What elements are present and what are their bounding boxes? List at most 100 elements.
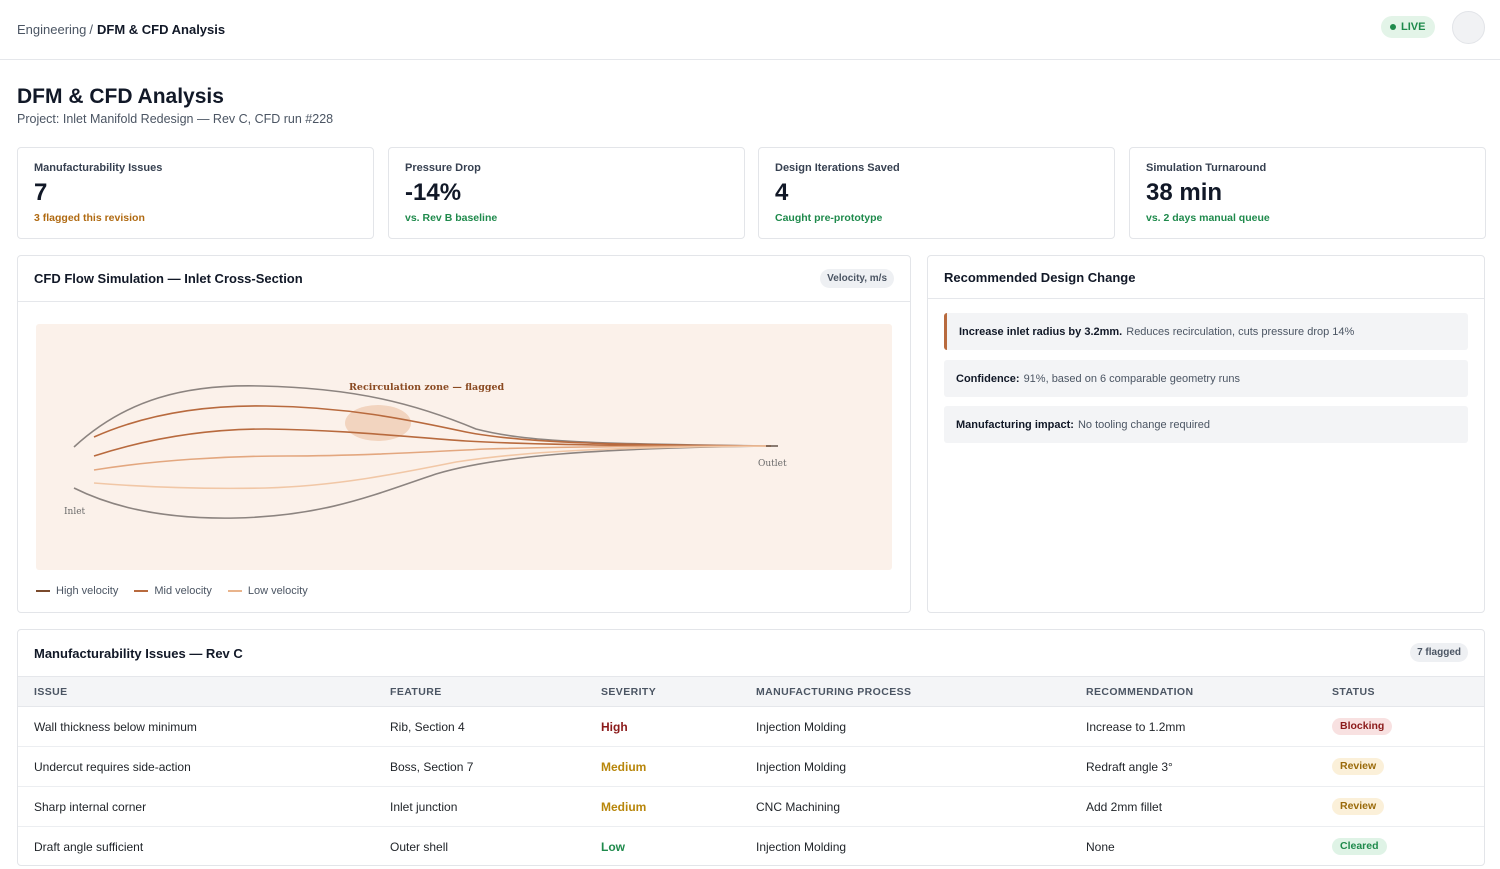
cell-severity: Medium xyxy=(585,786,740,827)
kpi-label: Manufacturability Issues xyxy=(34,162,163,174)
legend-swatch xyxy=(134,590,149,592)
live-dot-icon xyxy=(1390,24,1396,30)
cell-recommendation: None xyxy=(1086,839,1115,854)
column-header-feature: FEATURE xyxy=(374,676,585,707)
kpi-value: -14% xyxy=(405,179,462,206)
cfd-panel-header: CFD Flow Simulation — Inlet Cross-Sectio… xyxy=(18,256,910,302)
cell-recommendation: Redraft angle 3° xyxy=(1070,746,1316,787)
streamline-low-1 xyxy=(93,445,772,490)
recommendation-confidence: Confidence: 91%, based on 6 comparable ge… xyxy=(944,360,1468,397)
legend-label: High velocity xyxy=(56,585,119,597)
cell-feature: Boss, Section 7 xyxy=(374,746,585,787)
page-subtitle: Project: Inlet Manifold Redesign — Rev C… xyxy=(17,112,334,126)
breadcrumb-parent-link[interactable]: Engineering xyxy=(17,22,87,37)
issues-panel: Manufacturability Issues — Rev C 7 flagg… xyxy=(17,629,1485,866)
cell-process: CNC Machining xyxy=(740,786,1070,827)
cell-issue: Draft angle sufficient xyxy=(34,839,144,854)
recommendation-primary: Increase inlet radius by 3.2mm. Reduces r… xyxy=(944,313,1468,350)
cell-process: Injection Molding xyxy=(740,746,1070,787)
status-badge: Blocking xyxy=(1332,718,1393,735)
cell-status: Blocking xyxy=(1316,706,1484,747)
table-row[interactable]: Draft angle sufficient Outer shell Low I… xyxy=(18,827,1484,866)
legend-label: Low velocity xyxy=(247,585,308,597)
cell-issue: Sharp internal corner xyxy=(18,786,374,827)
kpi-card-simulation-turnaround: Simulation Turnaround 38 min vs. 2 days … xyxy=(1129,147,1486,239)
kpi-value: 7 xyxy=(34,179,48,206)
kpi-note: vs. 2 days manual queue xyxy=(1146,212,1270,224)
status-badge: Cleared xyxy=(1332,838,1387,856)
legend-item-mid: Mid velocity xyxy=(134,585,212,597)
issues-header: Manufacturability Issues — Rev C 7 flagg… xyxy=(18,630,1484,676)
column-header-process: MANUFACTURING PROCESS xyxy=(740,676,1070,707)
cell-status: Review xyxy=(1316,786,1484,827)
streamline-outer-top xyxy=(73,385,772,448)
streamline-mid-1 xyxy=(93,428,772,457)
legend-swatch xyxy=(227,590,242,592)
cell-feature: Rib, Section 4 xyxy=(374,706,585,747)
cell-issue: Wall thickness below minimum xyxy=(18,706,374,747)
recommendation-primary-text: Reduces recirculation, cuts pressure dro… xyxy=(1126,325,1355,338)
kpi-note: 3 flagged this revision xyxy=(34,212,145,224)
cfd-panel: CFD Flow Simulation — Inlet Cross-Sectio… xyxy=(17,255,911,613)
cfd-streamlines-svg: Recirculation zone — flagged Inlet Outle… xyxy=(64,382,787,519)
legend-item-high: High velocity xyxy=(36,585,118,597)
column-header-recommendation: RECOMMENDATION xyxy=(1070,676,1316,707)
table-row[interactable]: Undercut requires side-action Boss, Sect… xyxy=(18,746,1484,787)
recommendation-header: Recommended Design Change xyxy=(928,256,1484,299)
cell-recommendation: Add 2mm fillet xyxy=(1070,786,1316,827)
page-title: DFM & CFD Analysis xyxy=(17,85,224,108)
confidence-text: 91%, based on 6 comparable geometry runs xyxy=(1023,372,1241,385)
cell-feature: Inlet junction xyxy=(374,786,585,827)
kpi-label: Simulation Turnaround xyxy=(1146,162,1267,174)
table-row[interactable]: Wall thickness below minimum Rib, Sectio… xyxy=(18,706,1484,747)
breadcrumb: Engineering / DFM & CFD Analysis xyxy=(17,22,225,37)
user-avatar[interactable] xyxy=(1452,11,1485,44)
live-label: LIVE xyxy=(1401,21,1426,33)
streamline-high-1 xyxy=(93,405,772,447)
cfd-visualization: Recirculation zone — flagged Inlet Outle… xyxy=(36,324,892,570)
cell-severity: High xyxy=(585,706,740,747)
cell-severity: Low xyxy=(601,839,625,854)
recirculation-zone-marker xyxy=(345,405,411,441)
table-row[interactable]: Sharp internal corner Inlet junction Med… xyxy=(18,786,1484,827)
breadcrumb-separator: / xyxy=(89,22,94,37)
velocity-legend: High velocity Mid velocity Low velocity xyxy=(36,585,308,597)
issues-count-badge: 7 flagged xyxy=(1410,643,1468,662)
column-header-severity: SEVERITY xyxy=(585,676,740,707)
cell-issue: Undercut requires side-action xyxy=(18,746,374,787)
impact-text: No tooling change required xyxy=(1077,418,1211,431)
confidence-label: Confidence: xyxy=(956,372,1020,385)
recirculation-annotation: Recirculation zone — flagged xyxy=(349,382,505,393)
status-badge: Review xyxy=(1332,758,1385,775)
live-status-badge: LIVE xyxy=(1381,16,1436,38)
impact-label: Manufacturing impact: xyxy=(956,418,1074,431)
legend-label: Mid velocity xyxy=(154,585,212,597)
issues-table: ISSUE FEATURE SEVERITY MANUFACTURING PRO… xyxy=(18,676,1484,866)
recommendation-primary-bold: Increase inlet radius by 3.2mm. xyxy=(959,325,1123,338)
kpi-card-manufacturability: Manufacturability Issues 7 3 flagged thi… xyxy=(17,147,374,239)
velocity-unit-badge: Velocity, m/s xyxy=(820,269,894,288)
cell-status: Cleared xyxy=(1316,827,1484,866)
cell-process: Injection Molding xyxy=(756,839,847,854)
breadcrumb-current: DFM & CFD Analysis xyxy=(97,22,226,37)
cell-process: Injection Molding xyxy=(740,706,1070,747)
kpi-note: Caught pre-prototype xyxy=(775,212,883,224)
inlet-label: Inlet xyxy=(64,507,86,517)
column-header-issue: ISSUE xyxy=(18,676,374,707)
issues-title: Manufacturability Issues — Rev C xyxy=(34,645,243,661)
issues-table-header-row: ISSUE FEATURE SEVERITY MANUFACTURING PRO… xyxy=(18,676,1484,707)
cfd-panel-title: CFD Flow Simulation — Inlet Cross-Sectio… xyxy=(34,271,303,286)
recommendation-impact: Manufacturing impact: No tooling change r… xyxy=(944,406,1468,443)
kpi-note: vs. Rev B baseline xyxy=(405,212,498,224)
status-badge: Review xyxy=(1332,798,1385,815)
kpi-label: Design Iterations Saved xyxy=(775,162,900,174)
recommendation-title: Recommended Design Change xyxy=(944,269,1136,285)
column-header-status: STATUS xyxy=(1316,676,1484,707)
cell-severity: Medium xyxy=(585,746,740,787)
kpi-label: Pressure Drop xyxy=(405,162,481,174)
kpi-card-iterations-saved: Design Iterations Saved 4 Caught pre-pro… xyxy=(758,147,1115,239)
kpi-card-pressure-drop: Pressure Drop -14% vs. Rev B baseline xyxy=(388,147,745,239)
outlet-label: Outlet xyxy=(758,459,787,469)
legend-swatch xyxy=(36,590,50,592)
legend-item-low: Low velocity xyxy=(227,585,308,597)
